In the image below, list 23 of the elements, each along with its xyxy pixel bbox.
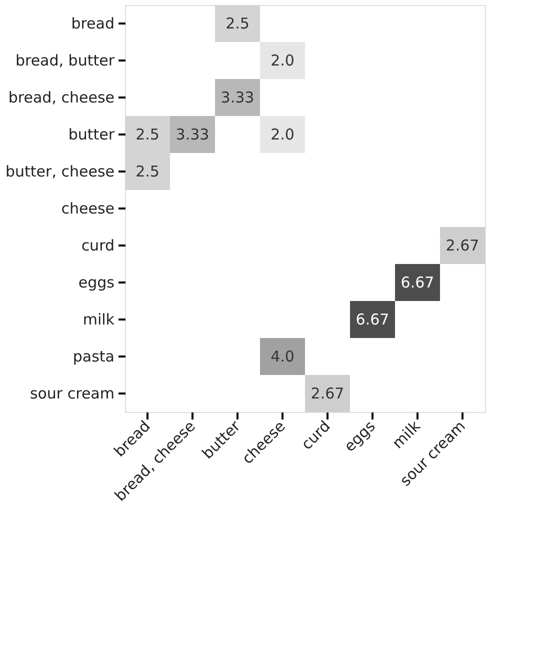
- y-tick-label: milk: [82, 310, 115, 328]
- data-label: 2.5: [136, 162, 160, 180]
- y-tick-label: sour cream: [30, 384, 114, 402]
- y-tick-label: eggs: [78, 274, 115, 292]
- y-tick-label: butter, cheese: [6, 162, 114, 180]
- data-label: 2.5: [136, 126, 160, 144]
- data-label: 2.5: [226, 14, 250, 32]
- data-label: 2.0: [270, 126, 294, 144]
- y-tick-label: bread, butter: [15, 52, 116, 70]
- y-tick-label: pasta: [72, 348, 114, 366]
- data-label: 2.67: [310, 384, 344, 402]
- y-tick-label: cheese: [61, 200, 114, 218]
- y-tick-label: bread: [71, 14, 114, 32]
- y-tick-label: bread, cheese: [8, 88, 114, 106]
- data-label: 2.0: [270, 52, 294, 70]
- data-label: 3.33: [176, 126, 210, 144]
- y-tick-label: curd: [81, 236, 114, 254]
- data-label: 4.0: [270, 348, 294, 366]
- data-label: 3.33: [220, 88, 254, 106]
- y-tick-label: butter: [68, 126, 116, 144]
- data-label: 6.67: [356, 310, 390, 328]
- data-label: 6.67: [400, 274, 434, 292]
- data-label: 2.67: [446, 236, 480, 254]
